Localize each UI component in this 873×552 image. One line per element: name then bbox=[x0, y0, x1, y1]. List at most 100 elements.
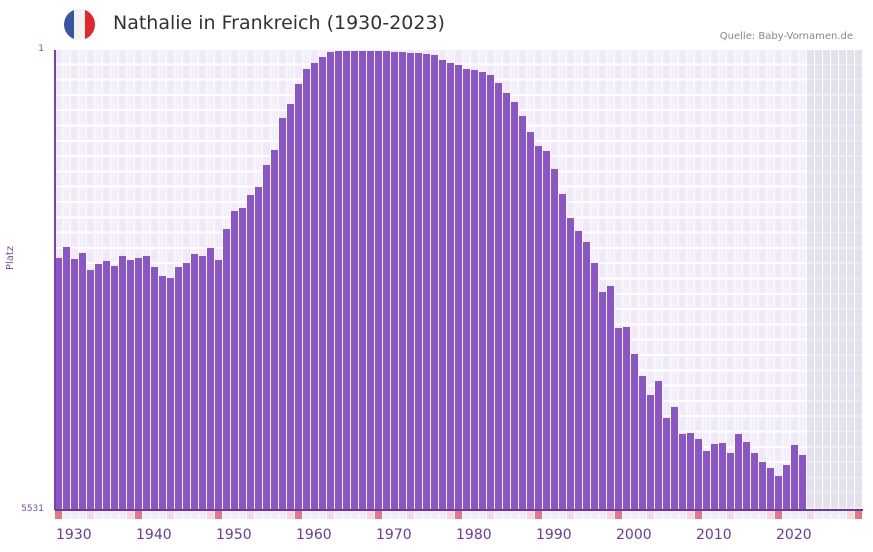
bar-1977[interactable] bbox=[431, 55, 438, 510]
bar-1975[interactable] bbox=[415, 53, 422, 510]
bar-1987[interactable] bbox=[511, 102, 518, 510]
bar-1932[interactable] bbox=[71, 259, 78, 510]
bar-1969[interactable] bbox=[367, 51, 374, 510]
bar-2010[interactable] bbox=[695, 439, 702, 510]
bar-1937[interactable] bbox=[111, 266, 118, 510]
year-marker bbox=[271, 511, 279, 519]
bar-1998[interactable] bbox=[599, 292, 606, 510]
bar-2020[interactable] bbox=[775, 476, 782, 510]
bar-1936[interactable] bbox=[103, 261, 110, 510]
bar-1982[interactable] bbox=[471, 70, 478, 510]
bar-1941[interactable] bbox=[143, 256, 150, 510]
bar-2021[interactable] bbox=[783, 465, 790, 510]
bar-1958[interactable] bbox=[279, 118, 286, 510]
bar-2003[interactable] bbox=[639, 376, 646, 510]
bar-2005[interactable] bbox=[655, 381, 662, 510]
bar-1971[interactable] bbox=[383, 51, 390, 510]
bar-1992[interactable] bbox=[551, 169, 558, 510]
bar-1974[interactable] bbox=[407, 53, 414, 510]
bar-1994[interactable] bbox=[567, 218, 574, 510]
bar-2012[interactable] bbox=[711, 444, 718, 510]
bar-1939[interactable] bbox=[127, 260, 134, 510]
bar-2023[interactable] bbox=[799, 455, 806, 510]
bar-1961[interactable] bbox=[303, 69, 310, 510]
bar-1981[interactable] bbox=[463, 69, 470, 510]
bar-1986[interactable] bbox=[503, 93, 510, 510]
bar-1966[interactable] bbox=[343, 51, 350, 510]
bar-1988[interactable] bbox=[519, 116, 526, 510]
bar-1993[interactable] bbox=[559, 194, 566, 510]
bar-1943[interactable] bbox=[159, 276, 166, 510]
bar-1991[interactable] bbox=[543, 151, 550, 510]
bar-1951[interactable] bbox=[223, 229, 230, 510]
bar-2019[interactable] bbox=[767, 468, 774, 510]
bar-1955[interactable] bbox=[255, 187, 262, 510]
bar-1972[interactable] bbox=[391, 52, 398, 510]
bar-1960[interactable] bbox=[295, 84, 302, 510]
bar-1954[interactable] bbox=[247, 195, 254, 510]
bar-1950[interactable] bbox=[215, 260, 222, 510]
bar-1959[interactable] bbox=[287, 104, 294, 510]
bar-1942[interactable] bbox=[151, 267, 158, 510]
bar-1957[interactable] bbox=[271, 150, 278, 510]
bar-1989[interactable] bbox=[527, 132, 534, 510]
bar-2007[interactable] bbox=[671, 407, 678, 510]
bar-1952[interactable] bbox=[231, 211, 238, 510]
bar-1964[interactable] bbox=[327, 52, 334, 510]
bar-1930[interactable] bbox=[55, 258, 62, 510]
bar-2001[interactable] bbox=[623, 327, 630, 510]
bar-1956[interactable] bbox=[263, 165, 270, 510]
bar-2015[interactable] bbox=[735, 434, 742, 510]
bar-1940[interactable] bbox=[135, 258, 142, 510]
bar-1997[interactable] bbox=[591, 263, 598, 510]
bar-1980[interactable] bbox=[455, 65, 462, 510]
bar-1976[interactable] bbox=[423, 54, 430, 510]
bar-1995[interactable] bbox=[575, 231, 582, 510]
bar-1984[interactable] bbox=[487, 75, 494, 510]
year-marker bbox=[727, 511, 735, 519]
bar-2011[interactable] bbox=[703, 451, 710, 510]
bar-1938[interactable] bbox=[119, 256, 126, 510]
bar-1934[interactable] bbox=[87, 270, 94, 510]
bar-2000[interactable] bbox=[615, 328, 622, 510]
bar-1978[interactable] bbox=[439, 60, 446, 510]
year-marker bbox=[839, 511, 847, 519]
year-column bbox=[495, 50, 503, 510]
bar-1965[interactable] bbox=[335, 51, 342, 510]
bar-1946[interactable] bbox=[183, 263, 190, 510]
bar-1968[interactable] bbox=[359, 51, 366, 510]
bar-1979[interactable] bbox=[447, 63, 454, 510]
bar-1944[interactable] bbox=[167, 278, 174, 510]
bar-2014[interactable] bbox=[727, 453, 734, 510]
bar-1962[interactable] bbox=[311, 63, 318, 510]
bar-1967[interactable] bbox=[351, 51, 358, 510]
bar-1985[interactable] bbox=[495, 83, 502, 510]
bar-1949[interactable] bbox=[207, 248, 214, 510]
year-marker bbox=[159, 511, 167, 519]
year-column bbox=[543, 50, 551, 510]
bar-2008[interactable] bbox=[679, 434, 686, 510]
bar-1970[interactable] bbox=[375, 51, 382, 510]
bar-1973[interactable] bbox=[399, 52, 406, 510]
bar-1933[interactable] bbox=[79, 253, 86, 510]
bar-1947[interactable] bbox=[191, 254, 198, 510]
bar-2018[interactable] bbox=[759, 462, 766, 510]
bar-1945[interactable] bbox=[175, 267, 182, 510]
bar-1963[interactable] bbox=[319, 57, 326, 510]
bar-2009[interactable] bbox=[687, 433, 694, 510]
bar-1999[interactable] bbox=[607, 286, 614, 510]
bar-2013[interactable] bbox=[719, 443, 726, 510]
bar-2002[interactable] bbox=[631, 354, 638, 510]
bar-1990[interactable] bbox=[535, 146, 542, 510]
bar-2004[interactable] bbox=[647, 395, 654, 510]
bar-1948[interactable] bbox=[199, 256, 206, 510]
bar-2016[interactable] bbox=[743, 442, 750, 510]
bar-2022[interactable] bbox=[791, 445, 798, 510]
bar-2006[interactable] bbox=[663, 418, 670, 510]
bar-2017[interactable] bbox=[751, 453, 758, 510]
bar-1931[interactable] bbox=[63, 247, 70, 510]
bar-1983[interactable] bbox=[479, 72, 486, 510]
bar-1935[interactable] bbox=[95, 264, 102, 510]
bar-1996[interactable] bbox=[583, 242, 590, 510]
bar-1953[interactable] bbox=[239, 208, 246, 510]
